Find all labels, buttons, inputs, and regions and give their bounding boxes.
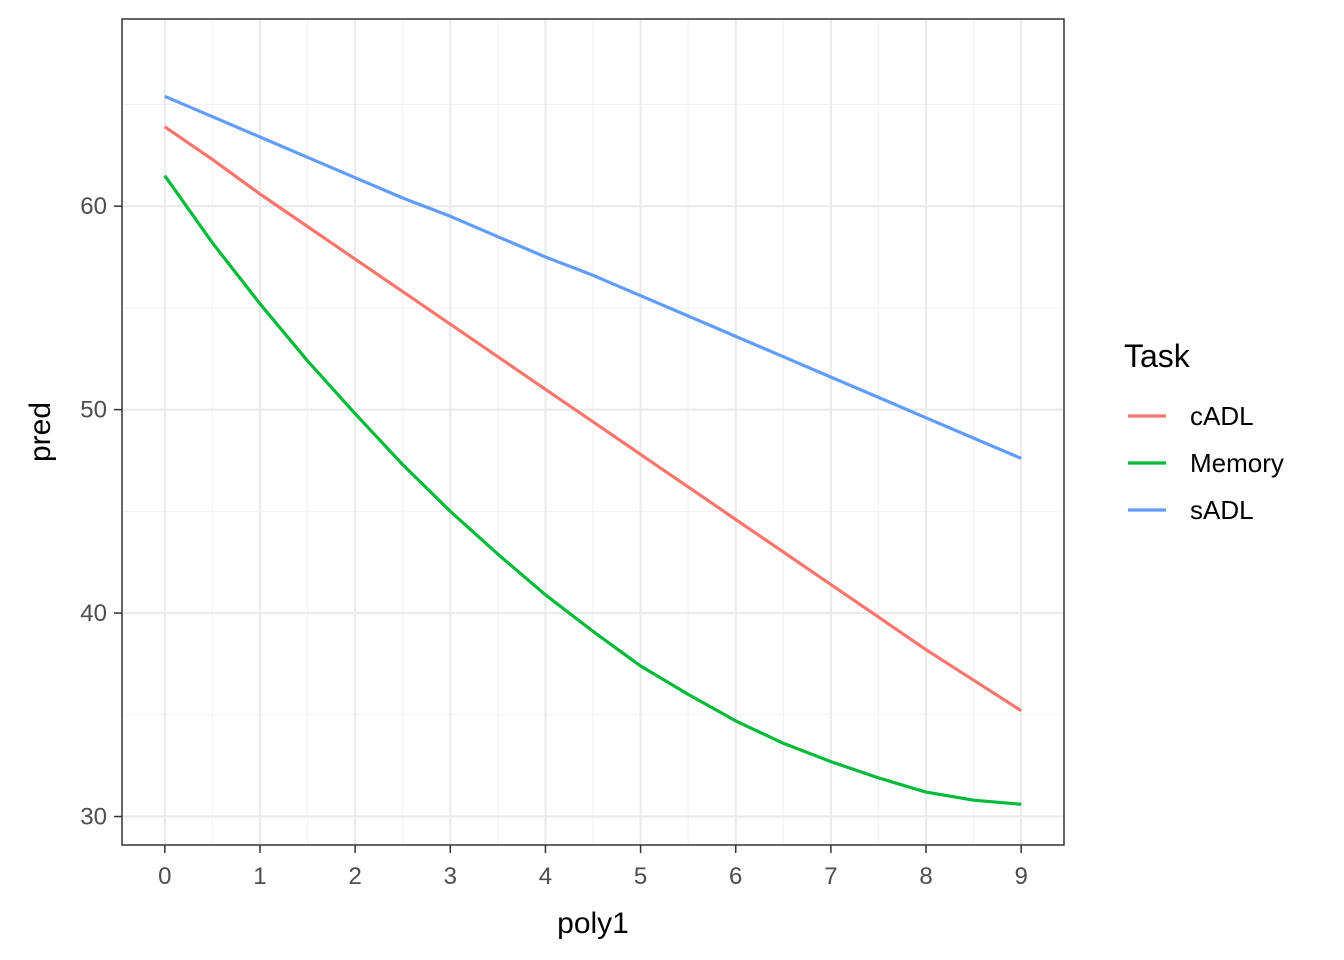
legend-title: Task: [1124, 338, 1191, 374]
y-tick-label: 60: [80, 193, 107, 220]
x-tick-label: 4: [539, 863, 552, 890]
legend-items: cADL Memory sADL: [1128, 401, 1284, 525]
x-tick-label: 3: [444, 863, 457, 890]
y-tick-label: 40: [80, 600, 107, 627]
x-tick-label: 1: [253, 863, 266, 890]
legend: Task cADL Memory sADL: [1124, 338, 1284, 525]
x-axis: 0 1 2 3 4 5 6 7 8 9: [158, 845, 1028, 890]
legend-label-cadl: cADL: [1190, 401, 1254, 431]
x-axis-title: poly1: [557, 907, 629, 940]
x-tick-label: 0: [158, 863, 171, 890]
x-tick-label: 6: [729, 863, 742, 890]
x-tick-label: 2: [348, 863, 361, 890]
legend-label-memory: Memory: [1190, 448, 1284, 478]
x-tick-label: 7: [824, 863, 837, 890]
y-tick-label: 50: [80, 397, 107, 424]
legend-label-sadl: sADL: [1190, 495, 1254, 525]
series-line-memory: [163, 174, 1022, 806]
x-tick-label: 9: [1015, 863, 1028, 890]
series-lines: [163, 94, 1023, 806]
plot-border: [121, 18, 1065, 846]
y-axis-title: pred: [24, 402, 57, 462]
x-tick-label: 8: [919, 863, 932, 890]
series-line-sadl: [164, 94, 1022, 460]
minor-gridlines: [122, 19, 1064, 845]
y-tick-label: 30: [80, 804, 107, 831]
y-axis: 30 40 50 60: [80, 193, 122, 831]
series-line-cadl: [163, 125, 1023, 713]
x-tick-label: 5: [634, 863, 647, 890]
